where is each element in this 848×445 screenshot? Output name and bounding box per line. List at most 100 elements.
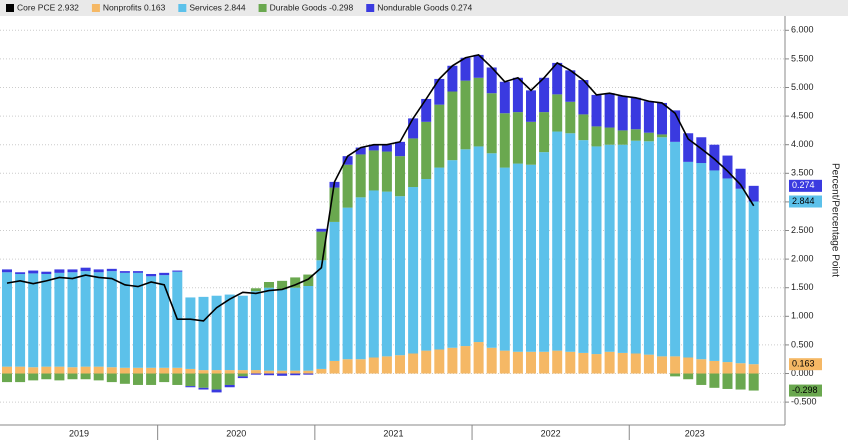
bar-segment <box>643 132 654 142</box>
bar-segment <box>460 149 471 347</box>
bar-segment <box>224 370 235 374</box>
bar-segment <box>735 168 746 189</box>
bar-segment <box>355 154 366 198</box>
bar-segment <box>552 350 563 374</box>
bar-segment <box>434 167 445 350</box>
bar-segment <box>198 387 209 390</box>
bar-segment <box>630 129 641 141</box>
x-tick-label: 2023 <box>685 428 705 438</box>
bar-segment <box>643 101 654 133</box>
bar-segment <box>54 269 65 273</box>
bar-segment <box>237 376 248 379</box>
bar-segment <box>683 357 694 374</box>
bar-segment <box>683 373 694 380</box>
legend-name: Nonprofits <box>103 3 142 13</box>
bar-segment <box>368 150 379 191</box>
bar-segment <box>368 190 379 358</box>
bar-segment <box>473 77 484 147</box>
bar-segment <box>303 274 314 286</box>
bar-segment <box>119 272 130 368</box>
bar-segment <box>106 268 117 272</box>
bar-segment <box>185 297 196 369</box>
legend-entry: Services 2.844 <box>189 3 246 13</box>
bar-segment <box>15 273 26 367</box>
y-tick-label: 5.000 <box>791 82 814 92</box>
value-tag <box>789 358 822 371</box>
bar-segment <box>80 373 91 380</box>
bar-segment <box>133 373 143 385</box>
bar-segment <box>591 94 602 127</box>
bar-segment <box>290 373 301 376</box>
bar-segment <box>512 77 523 113</box>
bar-segment <box>578 80 589 115</box>
y-tick-label: 4.000 <box>791 139 814 149</box>
bar-segment <box>224 294 235 371</box>
x-tick-label: 2022 <box>541 428 561 438</box>
bar-segment <box>617 130 628 145</box>
bar-segment <box>250 291 261 371</box>
bar-segment <box>591 354 602 374</box>
bar-segment <box>41 373 52 380</box>
bar-segment <box>735 188 746 364</box>
y-tick-label: 0.000 <box>791 368 814 378</box>
bar-segment <box>93 269 104 273</box>
bar-segment <box>486 153 497 348</box>
bar-segment <box>93 373 104 381</box>
bar-segment <box>447 91 458 161</box>
bar-segment <box>54 373 65 381</box>
bar-segment <box>709 360 720 374</box>
bar-segment <box>146 273 157 277</box>
bar-segment <box>41 273 52 367</box>
bar-segment <box>735 363 746 374</box>
bar-segment <box>630 140 641 354</box>
bar-segment <box>28 373 39 381</box>
value-tag-label: -0.298 <box>792 385 818 395</box>
legend-entry: Core PCE 2.932 <box>17 3 79 13</box>
y-tick-label: 4.500 <box>791 110 814 120</box>
y-tick-label: 3.500 <box>791 168 814 178</box>
bar-segment <box>552 131 563 351</box>
bar-segment <box>434 104 445 168</box>
legend-swatch <box>6 4 14 12</box>
bar-segment <box>250 370 261 374</box>
bar-segment <box>133 367 143 374</box>
bar-segment <box>709 170 720 361</box>
bar-segment <box>512 163 523 352</box>
bar-segment <box>486 67 497 94</box>
bar-segment <box>211 295 222 371</box>
bar-segment <box>434 78 445 105</box>
value-tag <box>789 179 822 192</box>
bar-segment <box>499 350 510 374</box>
bar-segment <box>617 96 628 131</box>
bar-segment <box>159 275 170 368</box>
bar-segment <box>512 351 523 374</box>
bar-segment <box>591 146 602 355</box>
bar-segment <box>604 144 615 352</box>
bar-segment <box>250 288 261 292</box>
bar-segment <box>604 127 615 145</box>
bar-segment <box>146 373 157 385</box>
y-tick-label: 5.500 <box>791 53 814 63</box>
legend-name: Services <box>189 3 222 13</box>
bar-segment <box>748 185 759 202</box>
bar-segment <box>172 270 183 272</box>
bar-segment <box>486 93 497 154</box>
bar-segment <box>381 151 392 192</box>
bar-segment <box>15 366 26 374</box>
legend-value: -0.298 <box>329 3 353 13</box>
bar-segment <box>277 373 288 376</box>
bar-segment <box>15 373 26 383</box>
bar-segment <box>670 110 681 142</box>
y-tick-label: -0.500 <box>791 396 817 406</box>
bar-segment <box>146 276 157 368</box>
bar-segment <box>80 267 91 272</box>
y-tick-label: 2.000 <box>791 253 814 263</box>
bar-segment <box>578 352 589 374</box>
bar-segment <box>146 367 157 374</box>
bar-segment <box>395 196 405 356</box>
bar-segment <box>395 141 405 157</box>
bar-segment <box>28 367 39 374</box>
bar-segment <box>211 370 222 374</box>
